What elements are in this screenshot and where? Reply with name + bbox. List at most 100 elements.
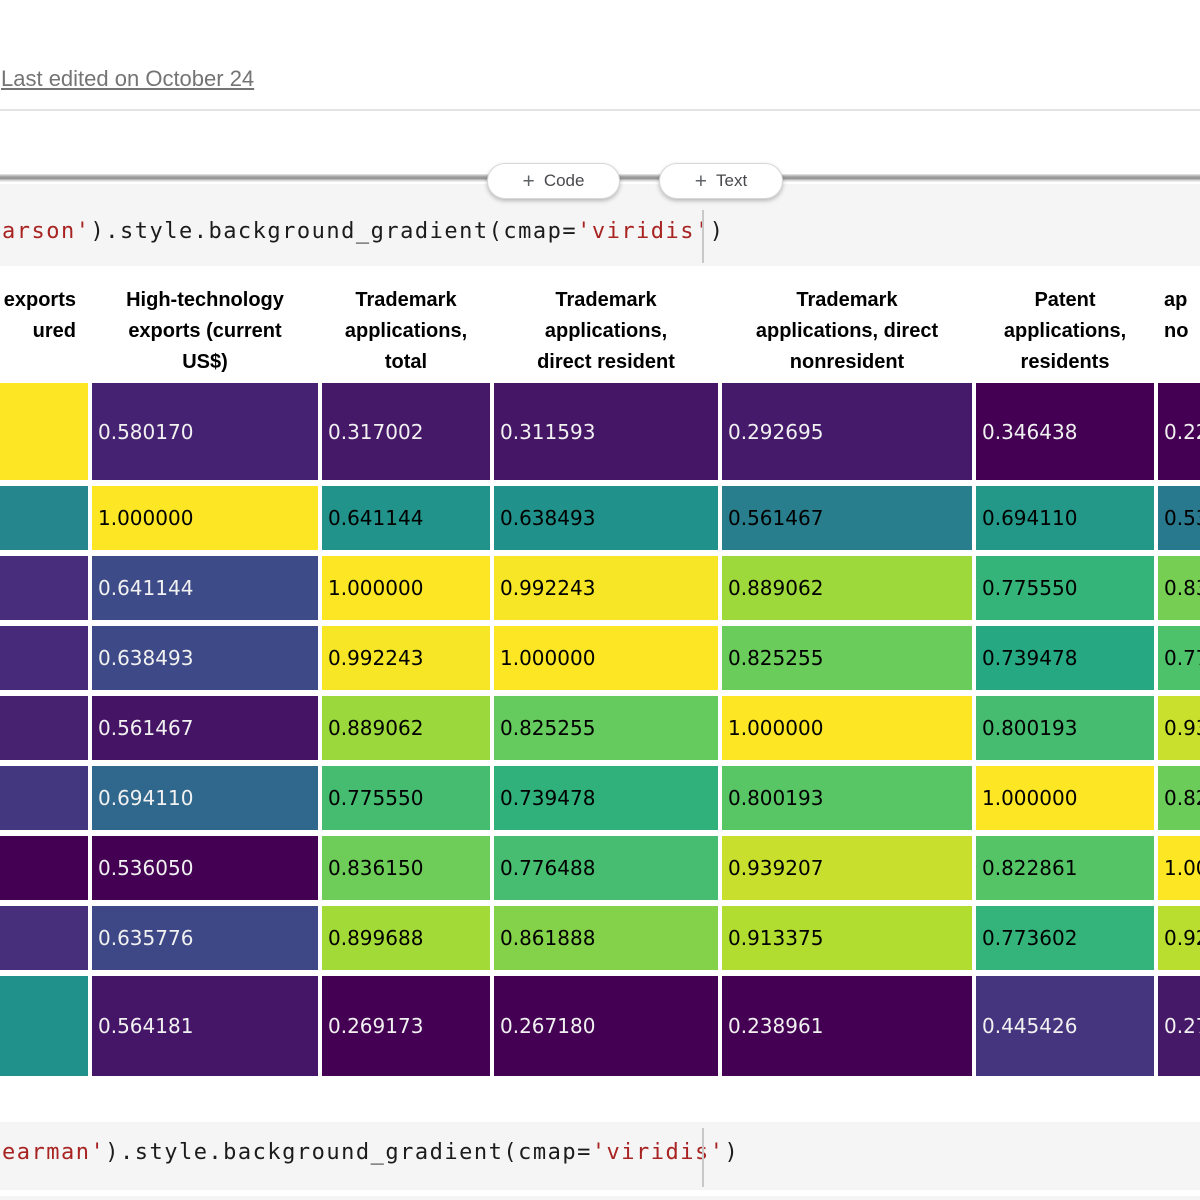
table-cell: 1.00 [1158,836,1200,900]
table-cell [0,626,88,690]
column-header-line: exports (current [128,320,282,342]
code-line-spearman[interactable]: earman').style.background_gradient(cmap=… [2,1138,739,1168]
table-cell: 1.000000 [322,556,490,620]
code-string-token: arson' [2,219,91,244]
plus-icon: + [694,169,708,193]
column-header-high-technology-exports: High-technology exports (current US$) [92,283,318,377]
table-cell: 0.536050 [92,836,318,900]
table-cell: 0.694110 [92,766,318,830]
table-cell: 0.269173 [322,976,490,1076]
table-cell: 0.641144 [92,556,318,620]
plus-icon: + [522,169,535,193]
column-header-line: US$) [182,351,228,373]
table-cell: 0.773602 [976,906,1154,970]
table-cell: 0.92 [1158,906,1200,970]
column-header-patent-residents: Patent applications, residents [976,283,1154,377]
table-cell: 0.580170 [92,383,318,480]
table-cell: 0.822861 [976,836,1154,900]
table-cell: 0.267180 [494,976,718,1076]
table-cell: 0.861888 [494,906,718,970]
table-cell: 0.93 [1158,696,1200,760]
table-cell: 0.899688 [322,906,490,970]
add-code-label: Code [543,171,585,190]
table-cell: 0.311593 [494,383,718,480]
column-header-line: applications, direct [755,320,939,342]
table-cell: 0.77 [1158,626,1200,690]
column-header-line: High-technology [126,289,284,311]
table-cell: 0.27 [1158,976,1200,1076]
column-header-line: applications, [544,320,668,342]
table-cell: 1.000000 [494,626,718,690]
table-cell: 1.000000 [722,696,972,760]
column-header-right-partial: ap no [1158,283,1200,377]
table-cell: 0.561467 [722,486,972,550]
table-cell: 0.825255 [722,626,972,690]
table-cell: 0.641144 [322,486,490,550]
table-cell: 0.694110 [976,486,1154,550]
column-header-line: nonresident [789,351,905,373]
table-cell: 0.913375 [722,906,972,970]
table-cell: 0.800193 [722,766,972,830]
table-cell: 0.82 [1158,766,1200,830]
column-header-left-partial: exports ured [0,283,88,377]
table-cell: 0.317002 [322,383,490,480]
table-cell: 0.564181 [92,976,318,1076]
table-cell: 0.836150 [322,836,490,900]
table-cell: 0.635776 [92,906,318,970]
table-cell: 1.000000 [92,486,318,550]
column-header-trademark-direct-nonresident: Trademark applications, direct nonresident [722,283,972,377]
table-cell: 1.000000 [976,766,1154,830]
table-cell: 0.939207 [722,836,972,900]
code-string-token: 'viridis' [577,219,710,244]
code-string-token: 'viridis' [591,1140,725,1165]
column-header-line: Trademark [796,289,898,311]
table-cell: 0.775550 [322,766,490,830]
last-edited-link[interactable]: Last edited on October 24 [1,66,255,91]
table-cell [0,696,88,760]
add-code-button[interactable]: + Code [487,163,620,199]
table-cell: 0.800193 [976,696,1154,760]
table-cell [0,906,88,970]
code-token: ) [709,219,725,244]
column-header-line: total [384,351,428,373]
column-header-trademark-total: Trademark applications, total [322,283,490,377]
table-cell: 0.739478 [494,766,718,830]
table-cell: 0.83 [1158,556,1200,620]
column-header-line: residents [1020,351,1110,373]
table-cell: 0.825255 [494,696,718,760]
code-string-token: earman' [2,1140,106,1165]
column-header-line: applications, [1003,320,1127,342]
column-header-line: Trademark [355,289,457,311]
table-cell: 0.638493 [92,626,318,690]
correlation-table: exports ured High-technology exports (curre… [0,283,1200,1076]
table-cell: 0.775550 [976,556,1154,620]
table-cell: 0.638493 [494,486,718,550]
table-cell [0,976,88,1076]
table-cell [0,556,88,620]
table-cell: 0.53 [1158,486,1200,550]
column-header-line: applications, [344,320,468,342]
add-text-label: Text [716,171,748,190]
code-token: ).style.background_gradient(cmap= [90,219,578,244]
table-cell: 0.561467 [92,696,318,760]
table-cell: 0.739478 [976,626,1154,690]
code-token: ) [724,1140,740,1165]
table-cell: 0.889062 [722,556,972,620]
table-cell: 0.22 [1158,383,1200,480]
column-header-line: ured [32,320,76,342]
table-cell: 0.992243 [322,626,490,690]
code-line-pearson[interactable]: arson').style.background_gradient(cmap='… [2,217,725,247]
editor-ruler [702,1128,704,1187]
table-cell: 0.889062 [322,696,490,760]
column-header-line: exports [3,289,76,311]
table-cell [0,766,88,830]
table-cell: 0.992243 [494,556,718,620]
table-cell [0,486,88,550]
column-header-line: ap [1164,289,1188,311]
code-token: ).style.background_gradient(cmap= [105,1140,592,1165]
add-text-button[interactable]: + Text [659,163,783,199]
column-header-line: no [1164,320,1189,342]
code-cell-spearman[interactable] [0,1122,1200,1190]
table-cell [0,383,88,480]
